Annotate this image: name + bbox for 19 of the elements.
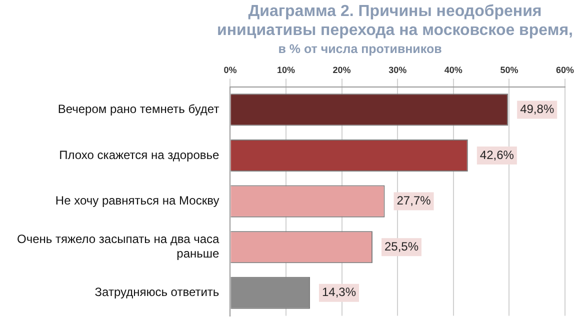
y-tick-label: Не хочу равняться на Москву	[55, 194, 220, 208]
x-tick-label: 40%	[444, 64, 462, 75]
data-label: 25,5%	[384, 239, 419, 254]
y-tick-label: Затрудняюсь ответить	[94, 285, 220, 300]
data-label: 49,8%	[520, 102, 554, 116]
y-tick-label: Плохо скажется на здоровье	[59, 148, 220, 162]
y-tick-label: Вечером рано темнеть будет	[58, 102, 220, 116]
chart-title: Диаграмма 2. Причины неодобрения инициативы перехода на московское время,	[216, 2, 574, 40]
chart-subtitle: в % от числа противников	[277, 42, 443, 56]
y-tick-label: Очень тяжело засыпать на два часа раньше	[16, 232, 220, 261]
data-label: 27,7%	[396, 194, 432, 208]
x-tick-label: 50%	[500, 64, 518, 75]
data-label: 14,3%	[322, 285, 356, 300]
x-tick-label: 30%	[388, 64, 407, 75]
x-tick-label: 0%	[224, 64, 237, 75]
x-tick-label: 20%	[332, 64, 351, 75]
data-label: 42,6%	[480, 148, 514, 162]
x-tick-label: 10%	[276, 64, 295, 75]
x-tick-label: 60%	[556, 64, 574, 75]
